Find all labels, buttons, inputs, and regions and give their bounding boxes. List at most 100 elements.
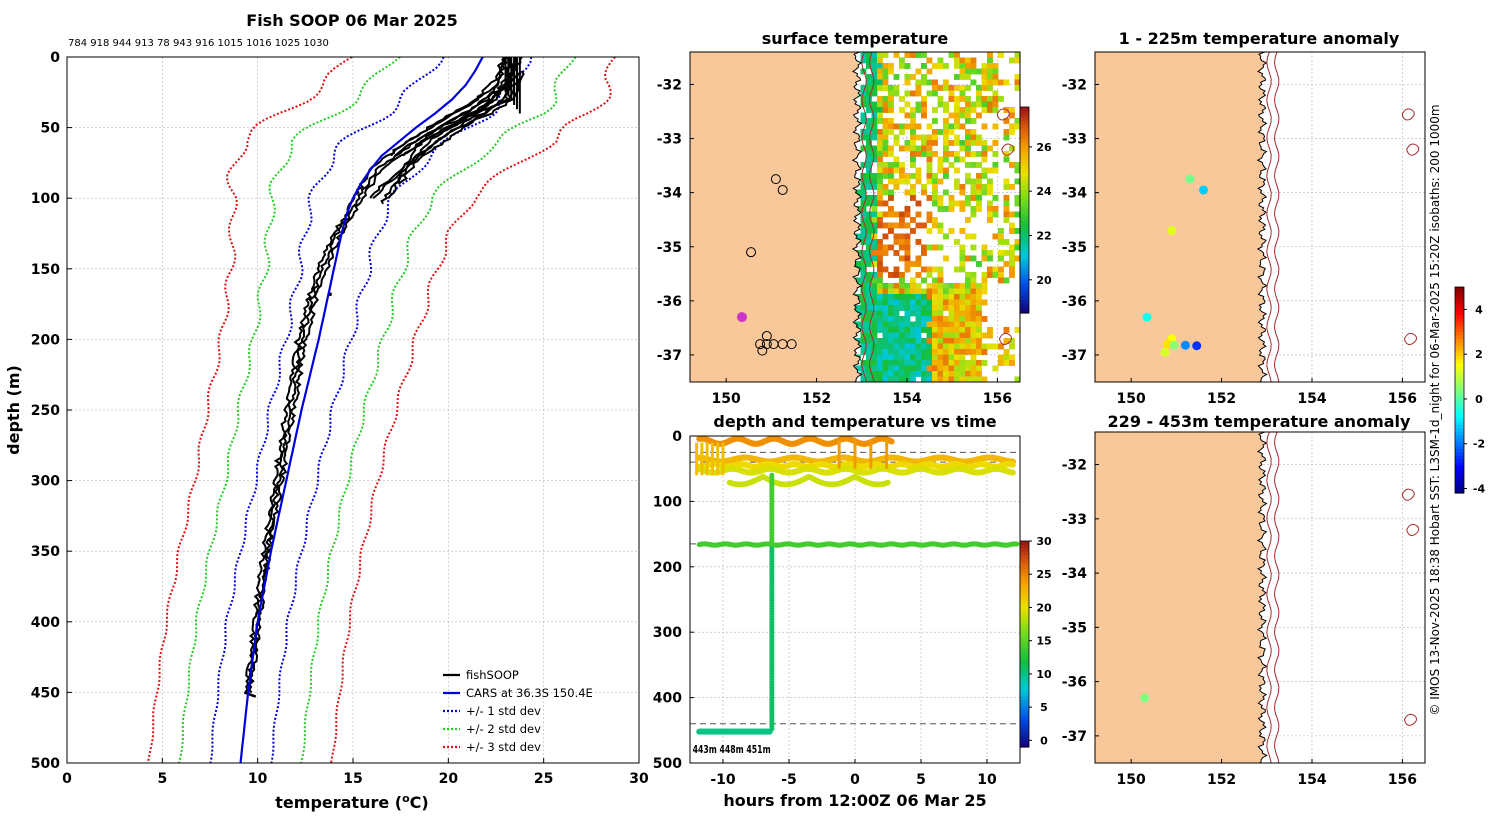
sst-cell [904, 74, 911, 80]
sst-cell [976, 343, 982, 350]
sst-cell [932, 151, 938, 157]
sst-cell [921, 134, 927, 141]
sst-cell [866, 321, 872, 328]
sst-cell [899, 129, 905, 135]
sst-cell [899, 222, 905, 229]
anomaly-colorbar: -4 -2 0 2 4 [1454, 286, 1485, 496]
sst-cell [1003, 217, 1010, 223]
sst-cell [970, 343, 977, 350]
sst-cell [893, 184, 900, 190]
sst-cell [882, 321, 889, 328]
sst-cell [921, 112, 927, 119]
sst-cell [915, 371, 922, 377]
colorbar-segment [1020, 647, 1029, 652]
sst-cell [871, 321, 878, 328]
sst-cell [860, 349, 867, 355]
sst-cell [877, 321, 883, 328]
sst-cell [899, 294, 905, 300]
sst-cell [954, 376, 960, 382]
sst-cell [899, 96, 905, 102]
sst-cell [976, 288, 982, 295]
colorbar-segment [1020, 268, 1029, 273]
sst-cell [921, 250, 927, 256]
sst-cell [899, 343, 905, 350]
colorbar-segment [1020, 155, 1029, 160]
sst-cell [888, 189, 894, 196]
sst-cell [970, 283, 977, 289]
sst-cell [882, 354, 889, 361]
sst-cell [992, 343, 999, 350]
sst-cell [877, 79, 883, 86]
sst-cell [970, 211, 977, 218]
sst-cell [877, 101, 883, 108]
sst-cell [970, 140, 977, 146]
sst-cell [954, 321, 960, 328]
colorbar-segment [1020, 661, 1029, 666]
sst-cell [877, 85, 883, 91]
sst-cell [871, 294, 878, 300]
sst-cell [904, 266, 911, 273]
sst-cell [888, 63, 894, 69]
sst-cell [959, 310, 966, 317]
sst-cell [910, 112, 916, 119]
sst-cell [910, 134, 916, 141]
sst-cell [882, 349, 889, 355]
sst-cell [1003, 184, 1010, 190]
sst-cell [893, 162, 900, 168]
sst-cell [970, 101, 977, 108]
sst-cell [954, 167, 960, 174]
sst-cell [882, 134, 889, 141]
sst-cell [954, 283, 960, 289]
sst-cell [855, 365, 861, 372]
colorbar-tick-label: 24 [1036, 185, 1052, 198]
sst-cell [981, 107, 988, 113]
sst-cell [882, 294, 889, 300]
sst-cell [932, 90, 938, 97]
sst-cell [882, 211, 889, 218]
sst-cell [959, 206, 966, 212]
map-ytick-label: -34 [1062, 186, 1088, 202]
sst-cell [965, 272, 971, 278]
ts-xtick-label: 10 [977, 772, 997, 788]
sst-cell [866, 338, 872, 344]
sst-cell [937, 162, 944, 168]
sst-cell [882, 305, 889, 311]
sst-cell [877, 167, 883, 174]
sst-cell [888, 107, 894, 113]
sst-cell [1009, 338, 1015, 344]
colorbar-segment [1020, 609, 1029, 614]
sst-cell [915, 338, 922, 344]
colorbar-segment [1020, 137, 1029, 142]
sst-cell [871, 151, 878, 157]
sst-cell [926, 321, 933, 328]
sst-cell [926, 371, 933, 377]
colorbar-segment [1020, 113, 1029, 118]
colorbar-segment [1455, 297, 1464, 302]
sst-cell [926, 156, 933, 163]
sst-cell [899, 365, 905, 372]
sst-cell [948, 349, 955, 355]
sst-cell [932, 371, 938, 377]
sst-cell [954, 112, 960, 119]
sst-cell [1014, 74, 1020, 80]
sst-cell [943, 123, 949, 130]
sst-cell [959, 371, 966, 377]
sst-cell [893, 222, 900, 229]
sst-cell [921, 151, 927, 157]
ts-xtick-label: -5 [781, 772, 797, 788]
colorbar-segment [1020, 192, 1029, 197]
sst-cell [998, 354, 1004, 361]
sst-cell [921, 294, 927, 300]
sst-cell [893, 371, 900, 377]
sst-cell [943, 189, 949, 196]
sst-cell [877, 222, 883, 229]
sst-cell [860, 118, 867, 124]
colorbar-segment [1020, 541, 1029, 546]
profile-xtick-label: 0 [62, 771, 72, 787]
sst-cell [910, 332, 916, 339]
sst-cell [1009, 261, 1015, 267]
sst-cell [948, 321, 955, 328]
sst-cell [1014, 327, 1020, 333]
colorbar-segment [1020, 282, 1029, 287]
